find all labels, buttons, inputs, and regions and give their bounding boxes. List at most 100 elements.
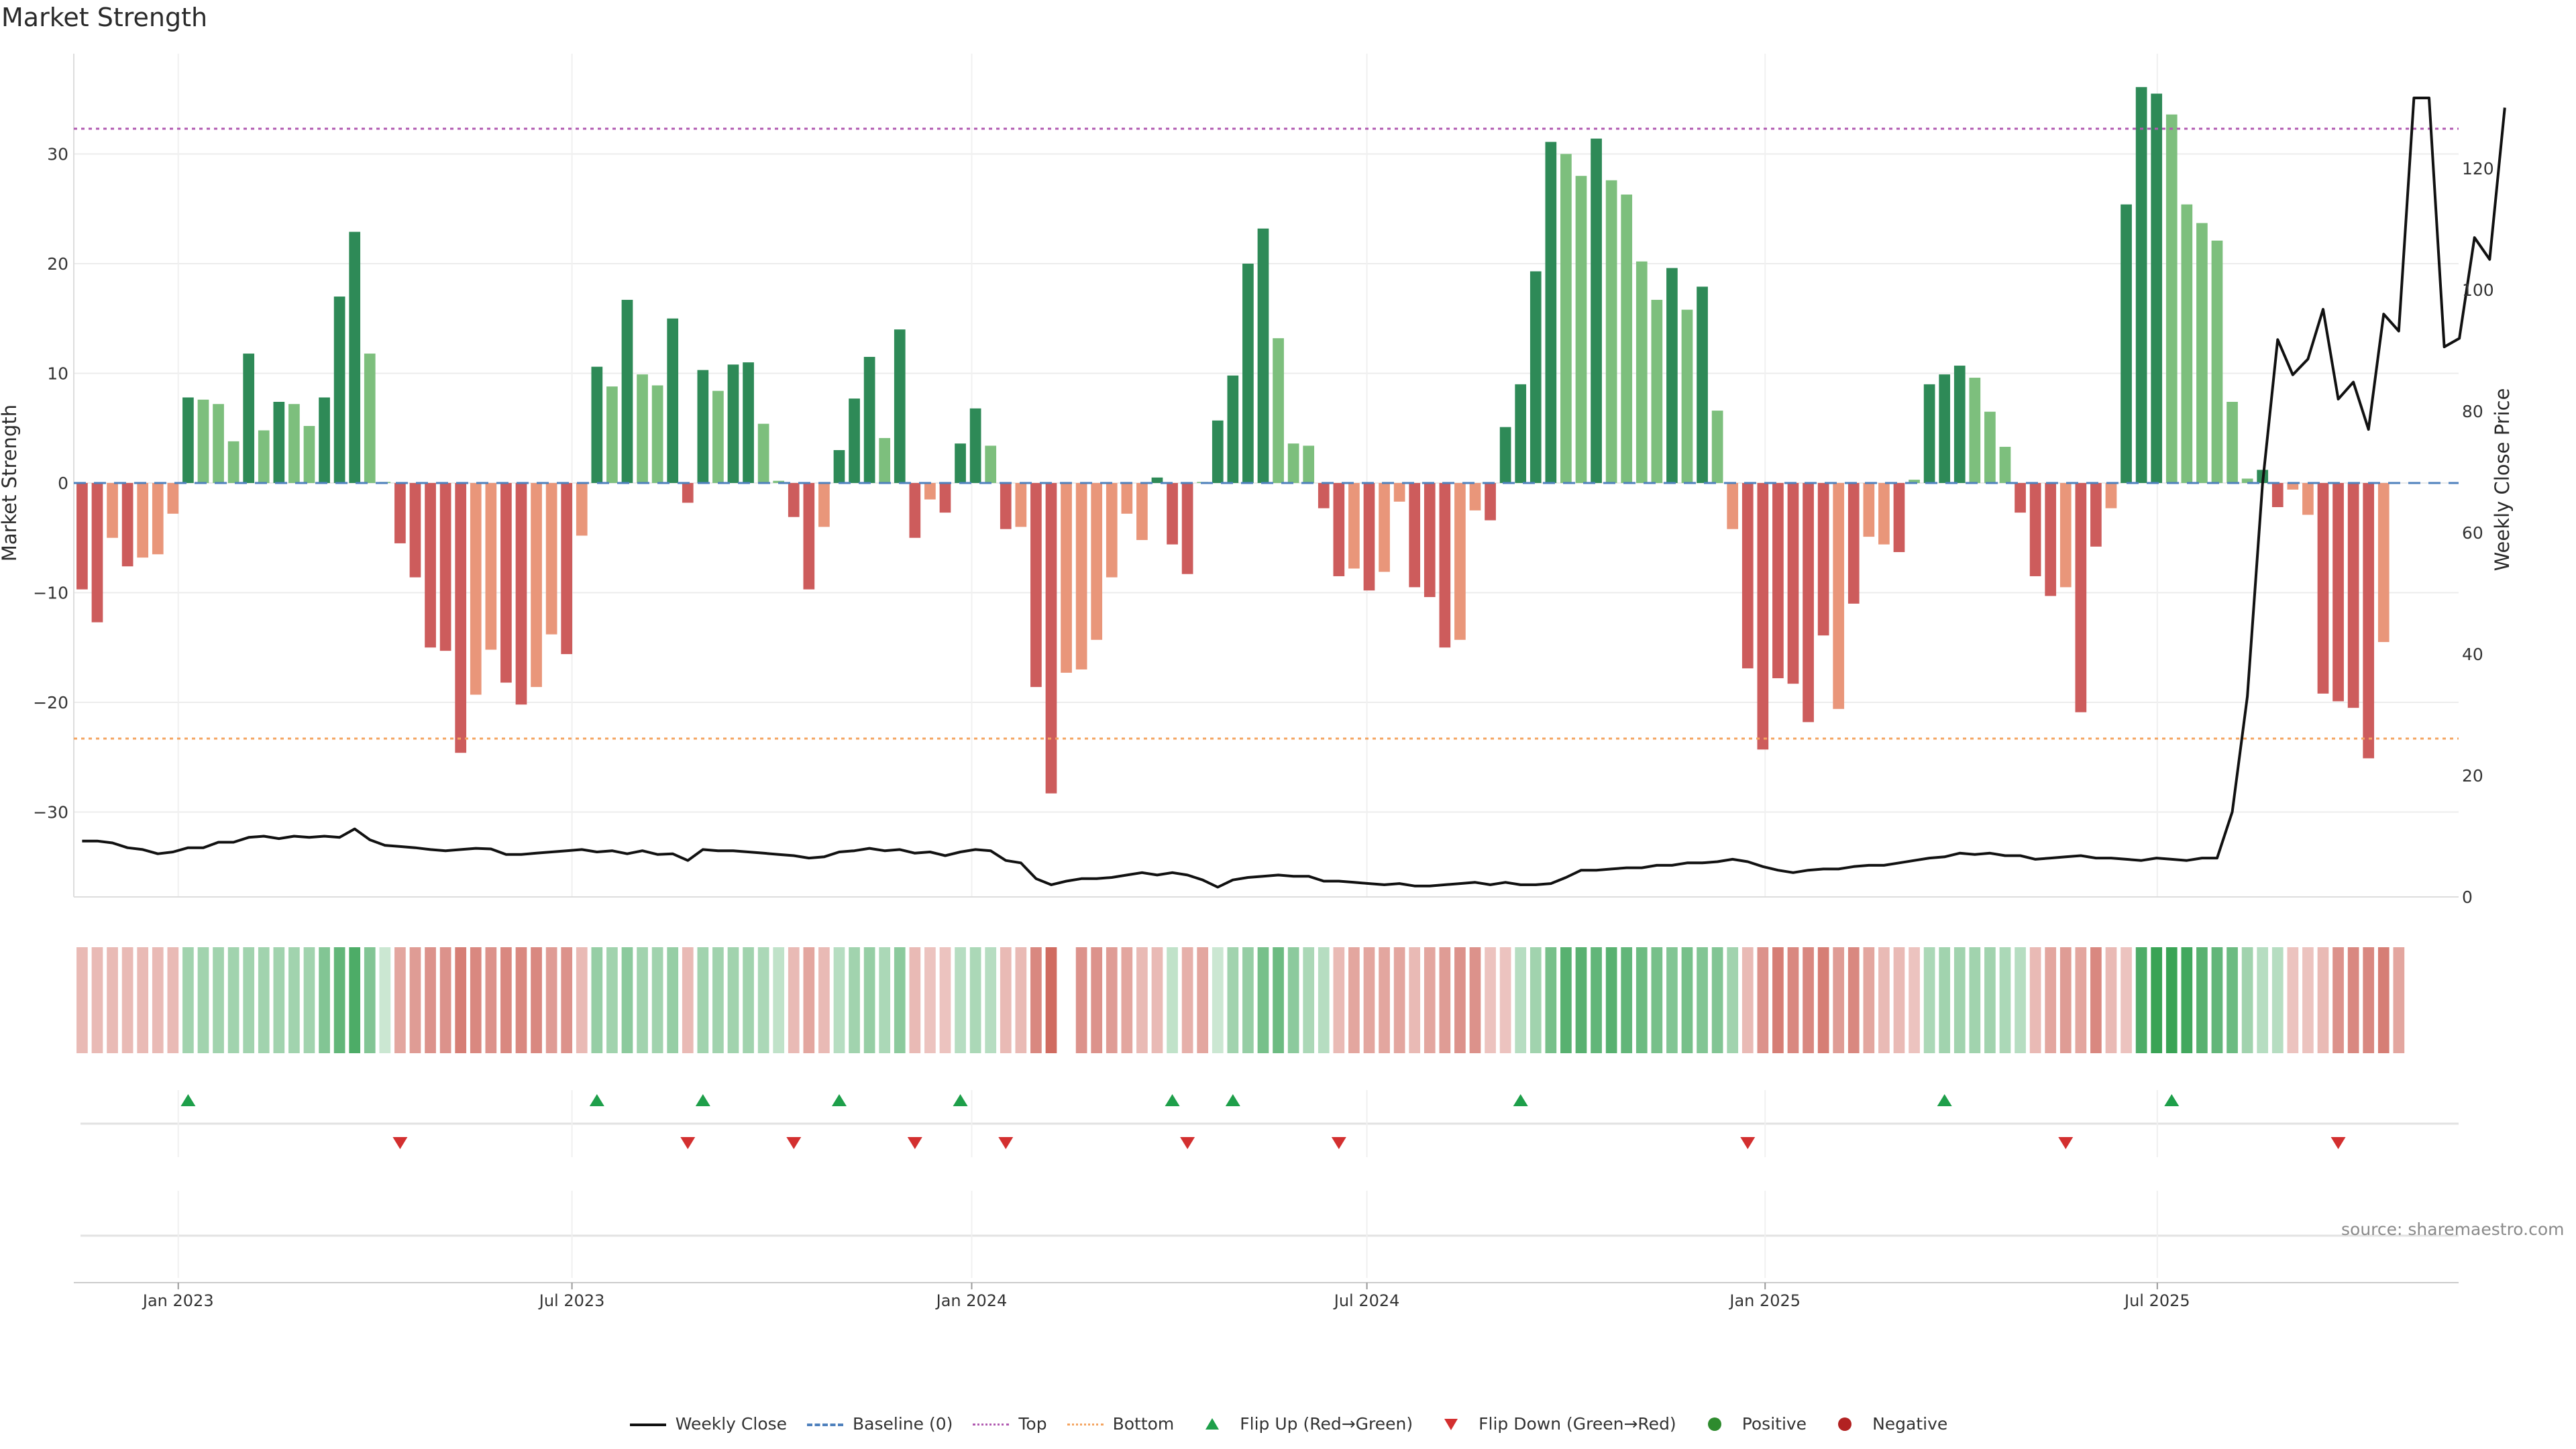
y2-axis-label: Weekly Close Price — [2491, 388, 2514, 572]
heat-cell — [1000, 947, 1012, 1053]
heat-cell — [1227, 947, 1239, 1053]
heat-cell — [1969, 947, 1981, 1053]
legend-label: Flip Down (Green→Red) — [1479, 1414, 1676, 1434]
heat-cell — [1075, 947, 1087, 1053]
heat-cell — [137, 947, 149, 1053]
strength-bar — [1953, 366, 1966, 483]
strength-bar — [1666, 268, 1678, 483]
strength-bar — [1181, 483, 1193, 574]
strength-bar — [319, 397, 330, 483]
heat-cell — [1909, 947, 1920, 1053]
legend-item[interactable]: Weekly Close — [629, 1414, 787, 1434]
legend-item[interactable]: Flip Up (Red→Green) — [1193, 1414, 1413, 1434]
strength-bar — [2241, 478, 2253, 483]
strength-bar — [545, 483, 557, 635]
flip-down-marker — [680, 1137, 696, 1149]
heat-cell — [1635, 947, 1648, 1053]
y-tick-label: −30 — [33, 803, 68, 822]
heat-cell — [1939, 947, 1951, 1053]
strength-bar — [924, 483, 936, 500]
strength-bar — [2271, 483, 2284, 507]
heat-cell — [1772, 947, 1784, 1053]
strength-bar — [394, 483, 406, 543]
legend-item[interactable]: Bottom — [1066, 1414, 1174, 1434]
heat-cell — [455, 947, 467, 1053]
strength-bar — [1379, 483, 1390, 572]
heat-cell — [879, 947, 891, 1053]
legend-item[interactable]: Baseline (0) — [806, 1414, 953, 1434]
heat-cell — [152, 947, 164, 1053]
flip-up-marker — [2164, 1094, 2180, 1106]
strength-bar — [1287, 443, 1299, 483]
strength-bar — [2287, 483, 2299, 490]
heat-cell — [2196, 947, 2208, 1053]
heat-cell — [1515, 947, 1527, 1053]
y2-tick-label: 100 — [2462, 280, 2494, 300]
heat-cell — [2045, 947, 2057, 1053]
heat-cell — [591, 947, 603, 1053]
strength-bar — [333, 297, 345, 483]
heat-cell — [1348, 947, 1360, 1053]
strength-bar — [1772, 483, 1784, 679]
heat-cell — [743, 947, 754, 1053]
strength-bar — [2302, 483, 2314, 515]
legend-item[interactable]: Positive — [1695, 1414, 1807, 1434]
strength-bar — [757, 423, 769, 483]
legend-symbol-icon — [1825, 1417, 1864, 1431]
heat-cell — [939, 947, 951, 1053]
legend-label: Positive — [1741, 1414, 1807, 1434]
strength-bar — [1817, 483, 1829, 636]
flip-up-marker — [1937, 1094, 1952, 1106]
strength-bar — [1469, 483, 1481, 511]
strength-bar — [1151, 477, 1163, 483]
strength-bar — [2059, 483, 2072, 588]
strength-bars — [76, 87, 2390, 794]
flip-down-marker — [1180, 1137, 1195, 1149]
strength-bar — [909, 483, 921, 538]
strength-bar — [1439, 483, 1451, 648]
strength-bar — [2090, 483, 2102, 547]
flip-down-marker — [998, 1137, 1014, 1149]
heat-cell — [2302, 947, 2314, 1053]
heat-cell — [1711, 947, 1723, 1053]
heat-cell — [1167, 947, 1178, 1053]
x-axis: Jan 2023 Jul 2023 Jan 2024 Jul 2024 Jan 2025… — [74, 1282, 2459, 1310]
strength-bar — [743, 362, 754, 483]
heat-cell — [621, 947, 633, 1053]
strength-bar — [1273, 338, 1284, 483]
strength-bar — [803, 483, 815, 590]
heat-cell — [379, 947, 391, 1053]
legend-item[interactable]: Top — [971, 1414, 1047, 1434]
heat-cell — [439, 947, 451, 1053]
strength-bar — [425, 483, 436, 648]
heat-cell — [2165, 947, 2178, 1053]
heat-cell — [1318, 947, 1330, 1053]
flip-up-marker — [1225, 1094, 1240, 1106]
heat-cell — [531, 947, 542, 1053]
strength-bar — [727, 364, 739, 483]
heat-cell — [545, 947, 557, 1053]
legend-item[interactable]: Flip Down (Green→Red) — [1432, 1414, 1676, 1434]
flip-up-marker — [831, 1094, 847, 1106]
heat-cell — [818, 947, 830, 1053]
strength-bar — [1121, 483, 1133, 514]
heat-strip — [76, 947, 2405, 1053]
strength-bar — [107, 483, 118, 538]
strength-bar — [364, 354, 376, 483]
heat-cell — [969, 947, 981, 1053]
heat-cell — [1499, 947, 1511, 1053]
heat-cell — [2332, 947, 2344, 1053]
heat-cell — [1697, 947, 1708, 1053]
strength-bar — [1030, 483, 1042, 688]
heat-cell — [1605, 947, 1617, 1053]
strength-bar — [152, 483, 164, 555]
y-tick-label: 0 — [58, 474, 68, 493]
heat-cell — [1529, 947, 1542, 1053]
strength-bar — [1847, 483, 1860, 604]
heat-cell — [319, 947, 330, 1053]
legend-item[interactable]: Negative — [1825, 1414, 1947, 1434]
heat-cell — [303, 947, 315, 1053]
heat-cell — [1393, 947, 1405, 1053]
flip-down-marker — [907, 1137, 922, 1149]
